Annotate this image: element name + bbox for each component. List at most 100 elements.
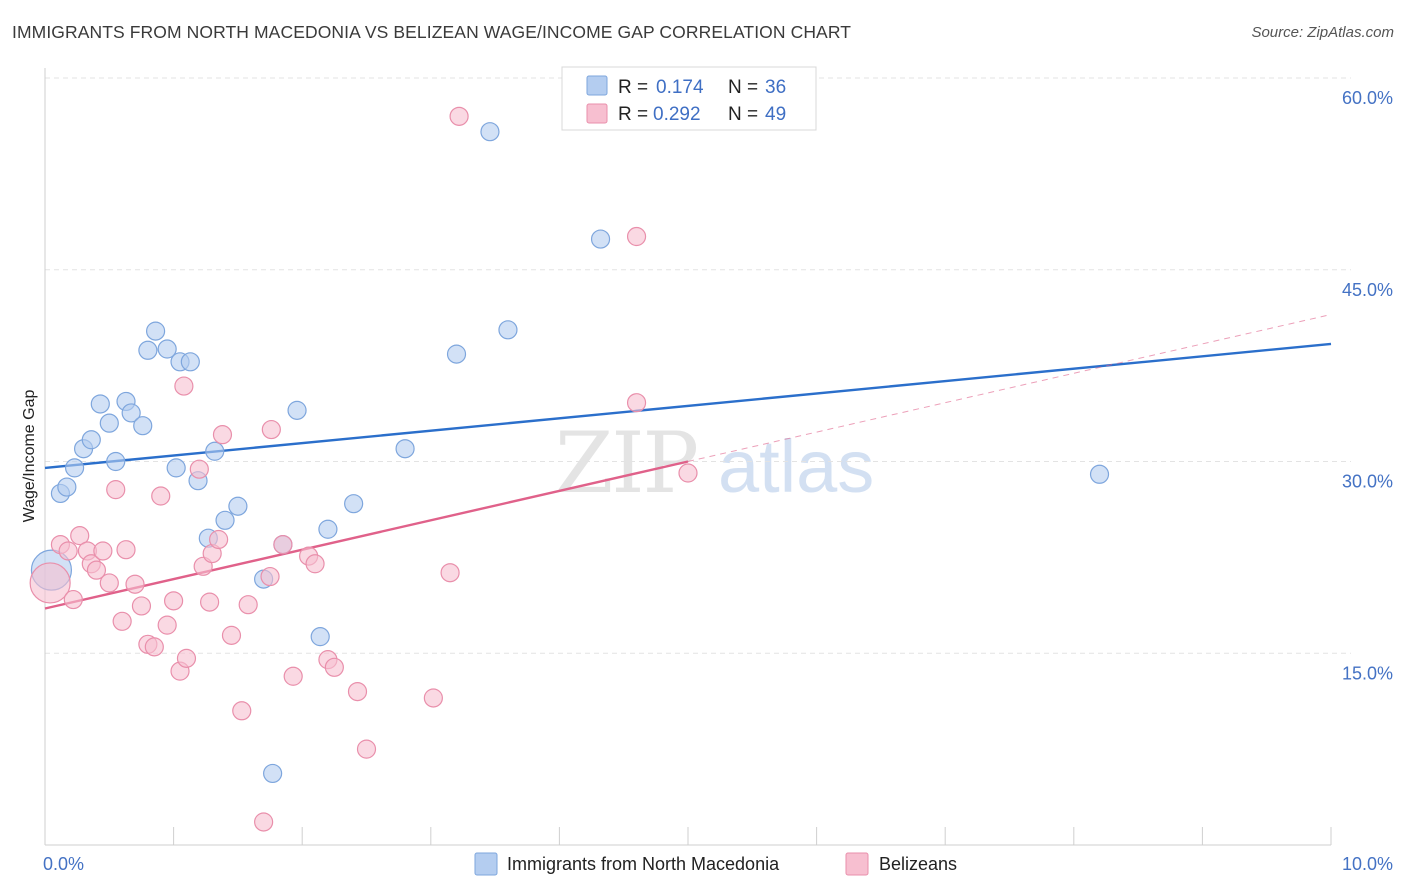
point-belizean	[678, 463, 698, 483]
bottom-legend-label: Belizeans	[879, 854, 957, 874]
point-belizean	[347, 681, 368, 702]
trend-line-north-macedonia	[44, 342, 1332, 470]
point-north-macedonia	[138, 340, 158, 360]
point-north-macedonia	[57, 477, 77, 497]
y-tick-label: 60.0%	[1342, 88, 1393, 108]
point-north-macedonia	[205, 441, 225, 461]
point-north-macedonia	[287, 400, 307, 420]
point-belizean	[626, 393, 647, 413]
legend-swatch-blue	[586, 75, 608, 96]
point-north-macedonia	[166, 458, 186, 478]
point-belizean	[176, 648, 197, 668]
point-belizean	[29, 562, 71, 604]
point-belizean	[261, 419, 281, 440]
point-north-macedonia	[480, 122, 500, 142]
watermark-atlas: atlas	[718, 425, 874, 508]
point-belizean	[423, 688, 443, 708]
y-tick-label: 45.0%	[1342, 280, 1393, 300]
point-belizean	[221, 625, 242, 645]
point-north-macedonia	[81, 430, 101, 450]
x-tick-label: 0.0%	[43, 854, 84, 874]
legend-r-value: 0.174	[656, 77, 704, 98]
point-belizean	[189, 459, 209, 479]
chart-title: IMMIGRANTS FROM NORTH MACEDONIA VS BELIZ…	[12, 22, 852, 42]
y-tick-label: 15.0%	[1342, 663, 1393, 683]
point-belizean	[144, 637, 164, 657]
bottom-legend-label: Immigrants from North Macedonia	[507, 854, 780, 874]
trend-line-belizean	[44, 460, 689, 610]
point-belizean	[305, 554, 325, 574]
point-belizean	[125, 574, 145, 594]
legend-n-label: N =	[728, 104, 758, 125]
source-credit: Source: ZipAtlas.com	[1251, 24, 1394, 41]
point-north-macedonia	[395, 439, 415, 459]
point-belizean	[273, 534, 293, 555]
point-belizean	[99, 573, 119, 593]
legend-n-value: 36	[765, 77, 786, 98]
point-north-macedonia	[133, 416, 153, 436]
point-north-macedonia	[228, 496, 248, 516]
point-belizean	[356, 739, 377, 759]
watermark: ZIP atlas	[555, 414, 874, 512]
point-belizean	[174, 376, 194, 396]
watermark-zip: ZIP	[555, 414, 697, 512]
point-north-macedonia	[446, 344, 467, 364]
legend-swatch-pink	[586, 103, 608, 124]
y-tick-labels: 15.0% 30.0% 45.0% 60.0%	[1342, 88, 1393, 683]
gridlines	[45, 77, 1351, 654]
axes	[44, 68, 1332, 846]
bottom-legend: Immigrants from North Macedonia Belizean…	[474, 852, 957, 876]
point-north-macedonia	[157, 339, 177, 359]
point-belizean	[238, 595, 258, 615]
y-tick-label: 30.0%	[1342, 472, 1393, 492]
legend-n-value: 49	[765, 104, 786, 125]
point-belizean	[116, 540, 136, 560]
point-north-macedonia	[180, 352, 200, 372]
data-points	[29, 106, 1110, 832]
point-north-macedonia	[318, 519, 338, 539]
bottom-legend-swatch-blue	[474, 852, 498, 876]
point-belizean	[70, 526, 90, 546]
point-north-macedonia	[498, 320, 518, 340]
point-belizean	[164, 591, 184, 611]
point-north-macedonia	[90, 394, 110, 414]
point-belizean	[86, 560, 107, 580]
legend-r-label: R =	[618, 77, 648, 98]
point-belizean	[157, 615, 177, 635]
point-belizean	[283, 666, 303, 686]
bottom-legend-swatch-pink	[845, 852, 869, 876]
y-axis-title: Wage/Income Gap	[21, 390, 38, 523]
point-north-macedonia	[106, 451, 126, 472]
point-north-macedonia	[215, 510, 235, 530]
legend-n-label: N =	[728, 77, 758, 98]
trend-lines	[44, 314, 1332, 610]
point-north-macedonia	[145, 321, 166, 341]
point-north-macedonia	[344, 494, 364, 514]
point-belizean	[232, 701, 252, 721]
point-belizean	[449, 106, 469, 126]
legend-r-value: 0.292	[653, 104, 701, 125]
point-belizean	[112, 611, 132, 631]
point-belizean	[58, 541, 78, 561]
legend: R = 0.174 N = 36 R = 0.292 N = 49	[561, 66, 817, 131]
point-belizean	[131, 596, 152, 616]
x-tick-label: 10.0%	[1342, 854, 1393, 874]
point-north-macedonia	[64, 458, 85, 478]
point-belizean	[106, 480, 126, 500]
point-belizean	[260, 566, 280, 587]
point-belizean	[200, 592, 220, 612]
point-belizean	[93, 541, 113, 561]
point-north-macedonia	[1089, 464, 1110, 484]
point-belizean	[212, 425, 233, 445]
x-tick-labels: 0.0% 10.0%	[43, 854, 1393, 874]
point-north-macedonia	[590, 229, 611, 249]
point-belizean	[626, 226, 647, 247]
point-north-macedonia	[310, 627, 330, 647]
point-north-macedonia	[263, 763, 283, 784]
point-belizean	[440, 563, 460, 583]
point-north-macedonia	[121, 403, 141, 423]
point-belizean	[324, 657, 344, 677]
point-belizean	[63, 589, 83, 610]
point-belizean	[254, 812, 274, 832]
